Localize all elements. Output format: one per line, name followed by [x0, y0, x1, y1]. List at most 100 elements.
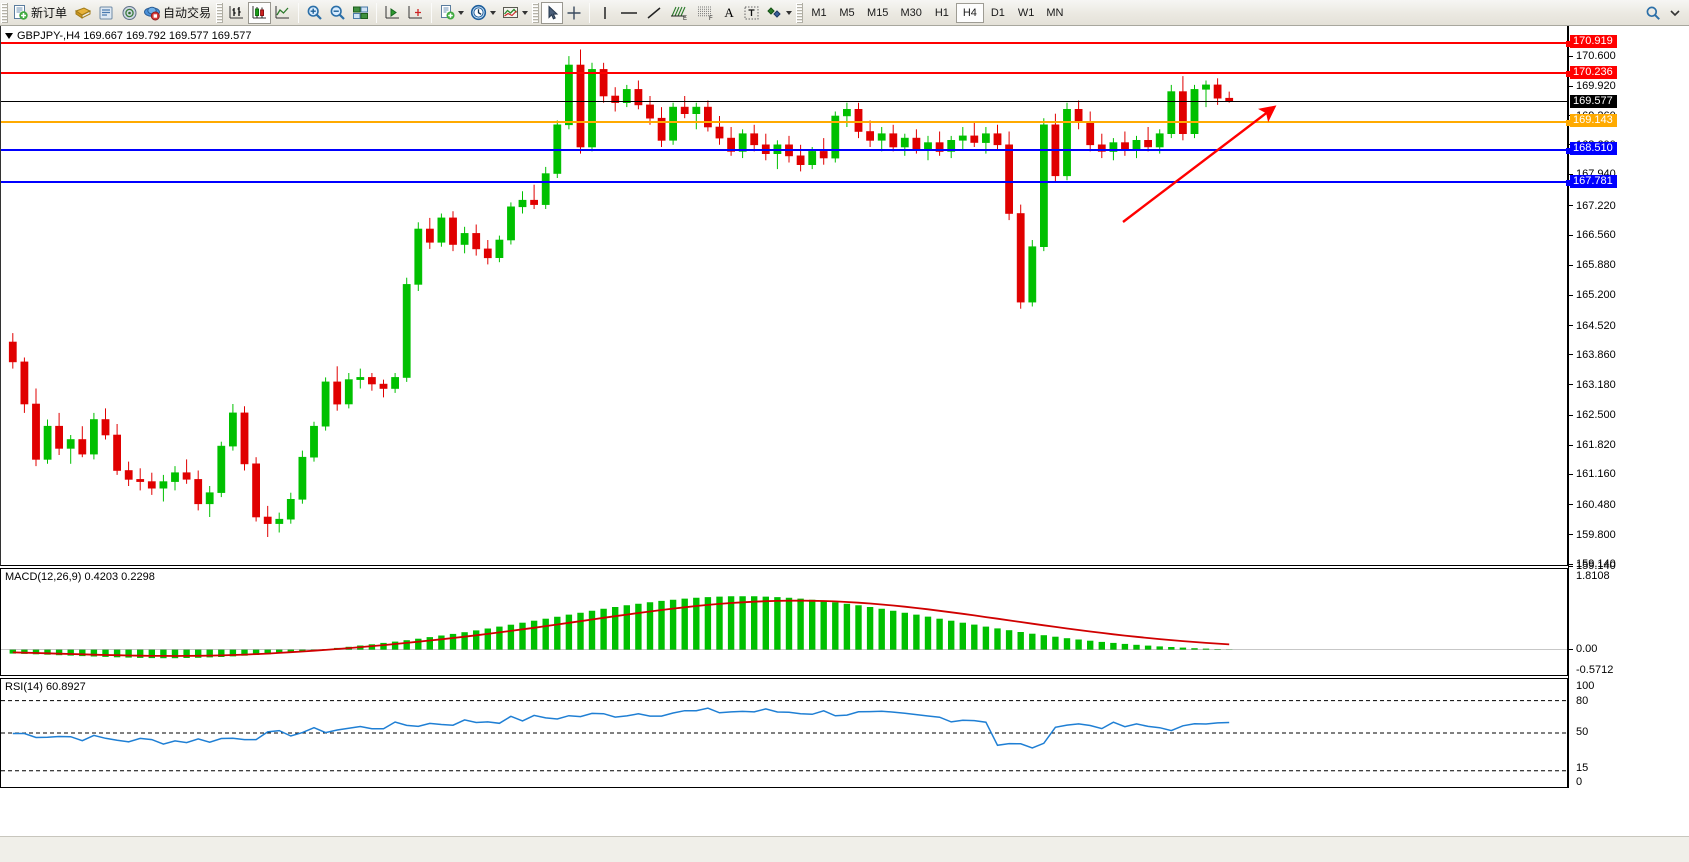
objects-button[interactable]: [763, 2, 795, 24]
price-tag-support-2[interactable]: 167.781: [1570, 174, 1617, 188]
level-handle[interactable]: [1566, 71, 1572, 78]
indicators-icon: [441, 5, 455, 20]
bar-chart-button[interactable]: [225, 2, 248, 24]
price-axis[interactable]: 170.600169.920169.260168.600167.940167.2…: [1568, 26, 1689, 788]
level-handle[interactable]: [1566, 180, 1572, 187]
timeframe-group: M1 M5 M15 M30 H1 H4 D1 W1 MN: [805, 2, 1069, 23]
rsi-layer: [1, 700, 1567, 772]
periods-button[interactable]: [467, 2, 499, 24]
timeframe-h1[interactable]: H1: [934, 6, 949, 19]
tick-mark: [1569, 294, 1573, 296]
rsi-tick-0: 0: [1569, 776, 1689, 789]
level-line-pivot[interactable]: [1, 119, 1572, 126]
tile-windows-button[interactable]: [349, 2, 372, 24]
fibonacci-retracement-button[interactable]: F: [692, 2, 718, 24]
signal-icon: [122, 5, 137, 20]
toolbar-grip-3[interactable]: [532, 2, 540, 23]
new-order-icon: [14, 5, 28, 20]
level-line-resistance-1[interactable]: [1, 71, 1572, 78]
price-tag-current-price[interactable]: 169.577: [1570, 94, 1617, 108]
toolbar-grip-4[interactable]: [796, 2, 804, 23]
vertical-line-button[interactable]: [594, 2, 616, 24]
level-line-resistance-2[interactable]: [1, 40, 1572, 47]
tick-mark: [1569, 414, 1573, 416]
macd-pane[interactable]: MACD(12,26,9) 0.4203 0.2298: [0, 568, 1568, 676]
trendline-button[interactable]: [642, 2, 666, 24]
timeframe-w1[interactable]: W1: [1017, 6, 1035, 19]
rsi-pane[interactable]: RSI(14) 60.8927: [0, 678, 1568, 788]
macd-tick-zero-label: 0.00: [1576, 643, 1598, 656]
candlestick-chart-icon: [252, 6, 267, 19]
new-order-button[interactable]: 新订单: [10, 2, 71, 24]
periods-dropdown-caret[interactable]: [490, 10, 497, 15]
rsi-tick-15: 15: [1569, 761, 1689, 774]
level-line-support-1[interactable]: [1, 147, 1572, 154]
auto-trading-button[interactable]: 自动交易: [141, 2, 215, 24]
indicators-dropdown-caret[interactable]: [458, 10, 465, 15]
fibonacci-expansion-button[interactable]: E: [666, 2, 692, 24]
candlestick-chart-button[interactable]: [248, 1, 272, 24]
price-tick: 160.480: [1569, 498, 1689, 511]
cursor-button[interactable]: [541, 1, 564, 24]
price-tag-resistance-1[interactable]: 170.236: [1570, 65, 1617, 79]
price-tag-resistance-2[interactable]: 170.919: [1570, 35, 1617, 49]
price-tick: 169.920: [1569, 80, 1689, 93]
rsi-tick-80-label: 80: [1576, 695, 1589, 708]
news-button[interactable]: [95, 2, 118, 24]
tick-mark: [1569, 264, 1573, 266]
price-tick: 163.180: [1569, 378, 1689, 391]
tile-windows-icon: [353, 6, 369, 19]
price-tag-pivot[interactable]: 169.143: [1570, 114, 1617, 128]
label-button[interactable]: [740, 2, 763, 24]
templates-dropdown-caret[interactable]: [522, 10, 529, 15]
timeframe-m15[interactable]: M15: [867, 6, 889, 19]
signal-button[interactable]: [118, 2, 141, 24]
collapse-triangle-icon[interactable]: [5, 33, 13, 39]
horizontal-line-button[interactable]: [616, 2, 642, 24]
timeframe-m5[interactable]: M5: [839, 6, 855, 19]
zoom-out-button[interactable]: [326, 2, 349, 24]
text-button[interactable]: A: [718, 2, 740, 24]
timeframe-mn[interactable]: MN: [1046, 6, 1064, 19]
search-button[interactable]: [1642, 2, 1664, 24]
price-tick-label: 170.600: [1576, 50, 1616, 63]
news-icon: [99, 6, 113, 19]
price-tick-bottom: 159.140: [1569, 560, 1689, 573]
toolbar-overflow-button[interactable]: [1664, 2, 1686, 24]
price-tick-label: 163.180: [1576, 378, 1616, 391]
timeframe-d1[interactable]: D1: [990, 6, 1005, 19]
price-tick-label: 161.820: [1576, 439, 1616, 452]
level-handle[interactable]: [1566, 147, 1572, 154]
crosshair-button[interactable]: [563, 2, 585, 24]
cursor-icon: [548, 4, 558, 19]
zoom-in-button[interactable]: [303, 2, 326, 24]
timeframe-h4[interactable]: H4: [955, 2, 984, 23]
tick-mark: [1569, 325, 1573, 327]
tick-mark: [1569, 354, 1573, 356]
level-line-support-2[interactable]: [1, 180, 1572, 187]
indicators-button[interactable]: [436, 2, 467, 24]
chart-shift-button[interactable]: [404, 2, 427, 24]
history-button[interactable]: [71, 2, 95, 24]
price-tick-label: 164.520: [1576, 319, 1616, 332]
price-chart-pane[interactable]: GBPJPY-,H4 169.667 169.792 169.577 169.5…: [0, 26, 1572, 566]
toolbar-grip-2[interactable]: [216, 2, 224, 23]
crosshair-icon: [567, 6, 581, 19]
objects-dropdown-caret[interactable]: [786, 10, 793, 15]
bar-chart-icon: [229, 6, 244, 19]
line-chart-button[interactable]: [271, 2, 294, 24]
auto-scroll-button[interactable]: [381, 2, 404, 24]
toolbar-grip[interactable]: [1, 2, 8, 23]
price-tag-support-1[interactable]: 168.510: [1570, 142, 1617, 156]
level-line-current-price[interactable]: [1, 101, 1569, 103]
symbol-ohlc-label: GBPJPY-,H4 169.667 169.792 169.577 169.5…: [17, 30, 252, 42]
templates-button[interactable]: [499, 2, 531, 24]
level-handle[interactable]: [1566, 119, 1572, 126]
level-handle[interactable]: [1566, 40, 1572, 47]
fibonacci-retracement-icon: F: [698, 6, 713, 21]
timeframe-m1[interactable]: M1: [811, 6, 827, 19]
chevron-down-icon: [1670, 9, 1680, 16]
tick-mark: [1569, 55, 1573, 57]
timeframe-m30[interactable]: M30: [900, 6, 922, 19]
vertical-line-icon: [604, 6, 606, 19]
